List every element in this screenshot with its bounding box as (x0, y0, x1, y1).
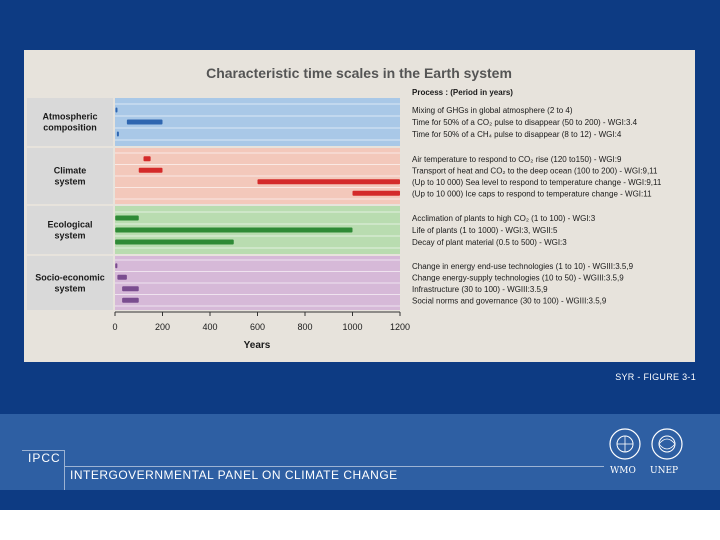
group-label-socio-economic-system-2: system (54, 284, 85, 294)
wmo-logo-text: WMO (610, 466, 636, 476)
process-label-atmospheric-composition-2: Time for 50% of a CO₂ pulse to disappear… (412, 118, 638, 127)
process-label-atmospheric-composition-1: Mixing of GHGs in global atmosphere (2 t… (412, 106, 573, 115)
process-label-ecological-system-3: Decay of plant material (0.5 to 500) - W… (412, 238, 567, 247)
bar-climate-system-1 (143, 156, 151, 162)
bar-socio-economic-system-1 (115, 263, 118, 269)
bar-ecological-system-1 (115, 215, 139, 221)
footer-band: IPCC INTERGOVERNMENTAL PANEL ON CLIMATE … (0, 414, 720, 490)
process-label-socio-economic-system-3: Infrastructure (30 to 100) - WGIII:3.5,9 (412, 285, 548, 294)
footer-rule-vertical (64, 450, 65, 490)
footer-rule-top (22, 450, 64, 451)
ipcc-label: IPCC (28, 451, 61, 465)
group-label-socio-economic-system-1: Socio-economic (35, 273, 105, 283)
x-tick-label: 400 (202, 322, 217, 332)
group-label-atmospheric-composition-2: composition (43, 123, 97, 133)
bar-atmospheric-composition-2 (126, 119, 163, 125)
x-tick-label: 200 (155, 322, 170, 332)
process-header: Process : (Period in years) (412, 88, 513, 97)
group-label-ecological-system-1: Ecological (47, 220, 92, 230)
bar-climate-system-2 (138, 167, 163, 173)
bar-socio-economic-system-3 (122, 286, 139, 292)
group-label-ecological-system-2: system (54, 231, 85, 241)
bar-atmospheric-composition-3 (116, 131, 119, 137)
bar-climate-system-3 (257, 179, 400, 185)
x-tick-label: 1200 (390, 322, 410, 332)
x-tick-label: 1000 (342, 322, 362, 332)
group-label-panel-atmospheric-composition (27, 98, 113, 146)
group-label-atmospheric-composition-1: Atmospheric (42, 112, 97, 122)
figure-panel: Characteristic time scales in the Earth … (24, 50, 695, 362)
process-label-socio-economic-system-1: Change in energy end-use technologies (1… (412, 262, 634, 271)
process-label-ecological-system-1: Acclimation of plants to high CO₂ (1 to … (412, 214, 596, 223)
x-tick-label: 600 (250, 322, 265, 332)
bar-ecological-system-2 (115, 227, 353, 233)
process-label-climate-system-4: (Up to 10 000) Ice caps to respond to te… (412, 189, 652, 198)
chart-title: Characteristic time scales in the Earth … (206, 65, 512, 81)
process-label-ecological-system-2: Life of plants (1 to 1000) - WGI:3, WGII… (412, 226, 558, 235)
bar-climate-system-4 (352, 190, 400, 196)
process-label-socio-economic-system-4: Social norms and governance (30 to 100) … (412, 296, 607, 305)
process-label-climate-system-1: Air temperature to respond to CO₂ rise (… (412, 155, 622, 164)
slide: Characteristic time scales in the Earth … (0, 0, 720, 510)
bar-socio-economic-system-4 (122, 297, 139, 303)
x-axis-title: Years (244, 340, 271, 351)
group-label-panel-climate-system (27, 148, 113, 204)
bar-ecological-system-3 (115, 239, 234, 245)
partner-logos: WMO UNEP (608, 426, 688, 482)
bar-socio-economic-system-2 (117, 274, 127, 280)
process-label-socio-economic-system-2: Change energy-supply technologies (10 to… (412, 273, 624, 282)
group-label-panel-socio-economic-system (27, 256, 113, 310)
group-label-panel-ecological-system (27, 206, 113, 254)
wmo-emblem-icon (609, 428, 641, 460)
figure-caption: SYR - FIGURE 3-1 (615, 372, 696, 382)
bar-atmospheric-composition-1 (115, 107, 118, 113)
organisation-name: INTERGOVERNMENTAL PANEL ON CLIMATE CHANG… (70, 468, 398, 482)
time-scales-chart: Characteristic time scales in the Earth … (27, 65, 662, 351)
group-label-climate-system-2: system (54, 177, 85, 187)
x-tick-label: 0 (112, 322, 117, 332)
group-label-climate-system-1: Climate (54, 166, 87, 176)
x-tick-label: 800 (297, 322, 312, 332)
process-label-climate-system-2: Transport of heat and CO₂ to the deep oc… (412, 166, 658, 175)
footer-rule-middle (64, 466, 604, 467)
process-label-atmospheric-composition-3: Time for 50% of a CH₄ pulse to disappear… (412, 130, 622, 139)
unep-logo-text: UNEP (650, 466, 679, 476)
unep-emblem-icon (651, 428, 683, 460)
process-label-climate-system-3: (Up to 10 000) Sea level to respond to t… (412, 178, 662, 187)
